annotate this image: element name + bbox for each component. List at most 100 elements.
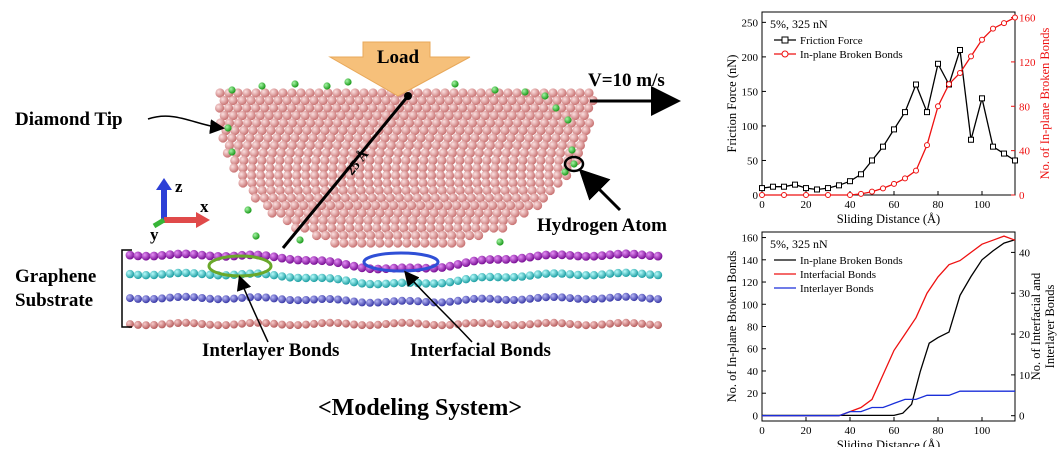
- tip-atom: [471, 110, 481, 121]
- series-point: [803, 192, 809, 198]
- tip-atom: [491, 155, 501, 166]
- series-point: [979, 95, 985, 102]
- tip-atom: [536, 155, 546, 166]
- tip-atom: [530, 118, 541, 128]
- tip-atom: [260, 118, 271, 128]
- tip-atom: [326, 200, 336, 211]
- tip-atom: [341, 88, 351, 98]
- graphene-bottom-atom: [222, 321, 230, 330]
- graphene-bottom-atom: [334, 319, 342, 327]
- y-tick-label: 60: [747, 344, 759, 356]
- graphene-top-atom: [333, 258, 343, 268]
- graphene-third-atom: [534, 293, 542, 302]
- tip-atom: [330, 148, 340, 158]
- y-tick-label: 140: [742, 255, 759, 267]
- graphene-top-atom: [301, 256, 311, 265]
- tip-atom: [294, 208, 304, 218]
- tip-atom: [500, 125, 510, 136]
- graphene-third-atom: [654, 295, 662, 304]
- hydrogen-atom: [344, 78, 352, 86]
- tip-atom: [309, 95, 319, 106]
- graphene-bottom-atom: [566, 320, 574, 328]
- series-point: [957, 70, 963, 76]
- tip-atom: [356, 125, 366, 136]
- tip-atom: [510, 148, 520, 158]
- y-axis-label: Friction Force (nN): [725, 55, 739, 153]
- tip-atom: [283, 170, 293, 181]
- tip-atom: [411, 230, 421, 241]
- y-right-tick-label: 20: [1019, 329, 1031, 341]
- tip-atom: [264, 110, 274, 121]
- tip-atom: [452, 200, 462, 211]
- interlayer-bonds-label: Interlayer Bonds: [202, 340, 339, 361]
- tip-atom: [413, 88, 423, 98]
- tip-atom: [463, 163, 473, 173]
- tip-atom: [390, 95, 400, 106]
- tip-atom: [257, 125, 267, 136]
- graphene-second-atom: [157, 270, 167, 279]
- tip-atom: [438, 230, 448, 241]
- tip-atom: [266, 155, 276, 166]
- tip-atom: [256, 178, 266, 188]
- tip-atom: [281, 133, 291, 143]
- graphene-second-atom: [493, 273, 503, 282]
- graphene-third-atom: [414, 297, 422, 306]
- tip-atom: [471, 223, 481, 233]
- tip-atom: [278, 140, 288, 151]
- tip-atom: [452, 133, 462, 143]
- tip-atom: [548, 118, 559, 128]
- tip-atom: [551, 133, 561, 143]
- tip-atom: [401, 185, 411, 196]
- tip-atom: [429, 238, 439, 248]
- tip-atom: [440, 88, 450, 98]
- graphene-top-atom: [173, 249, 183, 259]
- tip-atom: [536, 125, 546, 136]
- tip-atom: [233, 103, 243, 113]
- tip-atom: [428, 185, 438, 196]
- tip-atom: [512, 118, 523, 128]
- graphene-third-atom: [582, 295, 590, 304]
- tip-atom: [314, 103, 324, 113]
- tip-atom: [473, 125, 483, 136]
- y-right-tick-label: 40: [1019, 247, 1031, 259]
- tip-atom: [475, 193, 485, 203]
- tip-atom: [573, 148, 584, 158]
- graphene-third-atom: [334, 295, 342, 304]
- tip-atom: [393, 208, 403, 218]
- graphene-top-atom: [445, 261, 455, 271]
- tip-atom: [355, 163, 365, 173]
- graphene-third-atom: [158, 294, 166, 303]
- diamond-tip-pointer: [147, 115, 225, 135]
- graphene-top-atom: [613, 249, 623, 259]
- tip-atom: [308, 133, 318, 143]
- tip-atom: [535, 170, 545, 181]
- tip-atom: [491, 185, 501, 196]
- tip-atom: [394, 193, 404, 203]
- tip-atom: [274, 163, 284, 173]
- tip-atom: [408, 110, 418, 121]
- tip-atom: [560, 133, 570, 143]
- tip-atom: [336, 95, 346, 106]
- tip-atom: [323, 140, 333, 151]
- tip-atom: [301, 178, 311, 188]
- tip-atom: [330, 238, 340, 248]
- diamond-tip-label: Diamond Tip: [15, 109, 123, 130]
- tip-atom: [488, 200, 498, 211]
- y-right-tick-label: 160: [1019, 13, 1036, 25]
- series-point: [759, 185, 765, 192]
- tip-atom: [287, 103, 297, 113]
- tip-atom: [338, 155, 348, 166]
- graphene-third-atom: [646, 294, 654, 303]
- tip-atom: [455, 155, 465, 166]
- tip-atom: [382, 163, 392, 173]
- graphene-third-atom: [294, 296, 302, 305]
- tip-atom: [356, 185, 366, 196]
- tip-atom: [377, 103, 387, 113]
- tip-atom: [473, 185, 483, 196]
- tip-atom: [517, 178, 527, 188]
- tip-atom: [420, 208, 430, 218]
- tip-atom: [509, 155, 519, 166]
- tip-atom: [287, 118, 298, 128]
- tip-atom: [299, 200, 309, 211]
- tip-atom: [384, 230, 394, 241]
